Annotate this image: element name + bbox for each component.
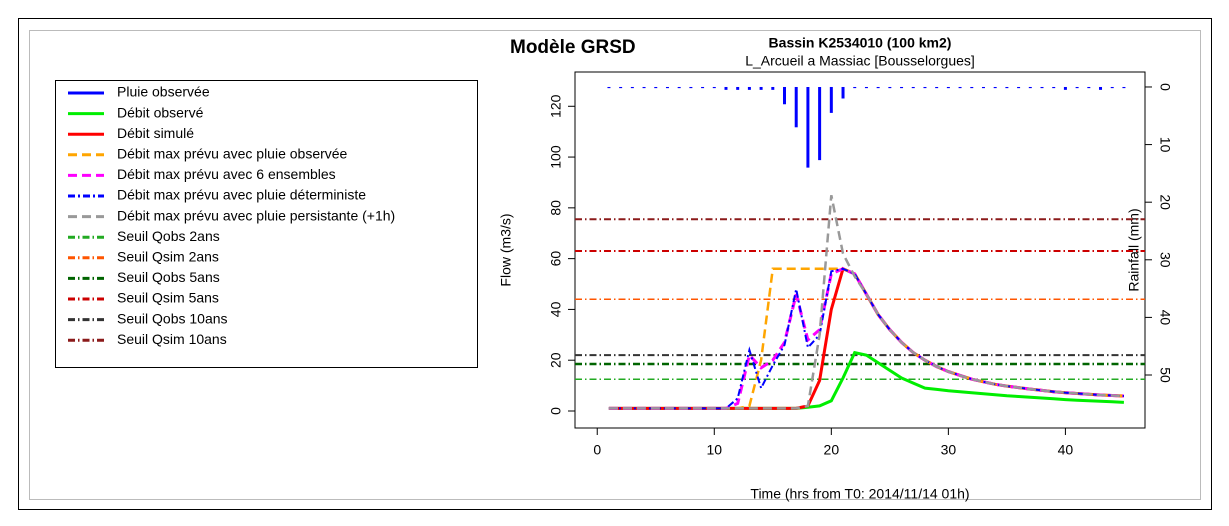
legend-label: Débit max prévu avec pluie observée xyxy=(117,146,348,162)
y2-tick-label: 0 xyxy=(1157,83,1173,91)
y2-tick-label: 40 xyxy=(1157,310,1173,326)
legend-label: Débit max prévu avec pluie persistante (… xyxy=(117,207,395,223)
y2-tick-label: 50 xyxy=(1157,367,1173,383)
y-tick-label: 20 xyxy=(548,352,564,368)
plot-box xyxy=(574,71,1146,429)
y2-tick-label: 30 xyxy=(1157,252,1173,268)
y-tick-label: 120 xyxy=(548,94,564,118)
y-tick-label: 0 xyxy=(548,407,564,415)
chart-subtitle: L_Arcueil a Massiac [Bousselorgues] xyxy=(745,53,975,69)
heading: Modèle GRSD xyxy=(510,37,636,58)
legend-label: Débit observé xyxy=(117,104,204,120)
x-tick-label: 10 xyxy=(706,442,722,458)
chart-title: Bassin K2534010 (100 km2) xyxy=(769,35,952,51)
inner-frame xyxy=(29,30,1201,500)
x-tick-label: 30 xyxy=(941,442,957,458)
x-tick-label: 20 xyxy=(824,442,840,458)
series-line xyxy=(608,350,1124,410)
x-tick-label: 40 xyxy=(1058,442,1074,458)
legend-label: Seuil Qsim 5ans xyxy=(117,290,219,306)
legend-label: Seuil Qobs 2ans xyxy=(117,228,220,244)
y2-tick-label: 20 xyxy=(1157,194,1173,210)
series-line xyxy=(608,267,1124,410)
y2-tick-label: 10 xyxy=(1157,137,1173,153)
series-line xyxy=(608,194,1124,410)
series-line xyxy=(608,266,1124,410)
y-tick-label: 80 xyxy=(548,200,564,216)
y-axis-label: Flow (m3/s) xyxy=(498,213,514,286)
series-line xyxy=(608,267,1124,410)
y-tick-label: 40 xyxy=(548,301,564,317)
legend-box xyxy=(55,80,478,368)
series-line xyxy=(608,267,1124,410)
legend-label: Débit max prévu avec pluie déterministe xyxy=(117,187,366,203)
legend-label: Débit max prévu avec 6 ensembles xyxy=(117,166,336,182)
y-tick-label: 100 xyxy=(548,145,564,169)
legend-label: Seuil Qsim 2ans xyxy=(117,249,219,265)
y2-axis-label: Rainfall (mm) xyxy=(1126,208,1142,291)
legend-label: Seuil Qobs 10ans xyxy=(117,310,228,326)
outer-frame xyxy=(18,18,1212,510)
legend-label: Seuil Qsim 10ans xyxy=(117,331,227,347)
y-tick-label: 60 xyxy=(548,251,564,267)
legend-label: Seuil Qobs 5ans xyxy=(117,269,220,285)
x-tick-label: 0 xyxy=(593,442,601,458)
legend-label: Pluie observée xyxy=(117,84,210,100)
x-axis-label: Time (hrs from T0: 2014/11/14 01h) xyxy=(750,486,969,502)
legend-label: Débit simulé xyxy=(117,125,194,141)
